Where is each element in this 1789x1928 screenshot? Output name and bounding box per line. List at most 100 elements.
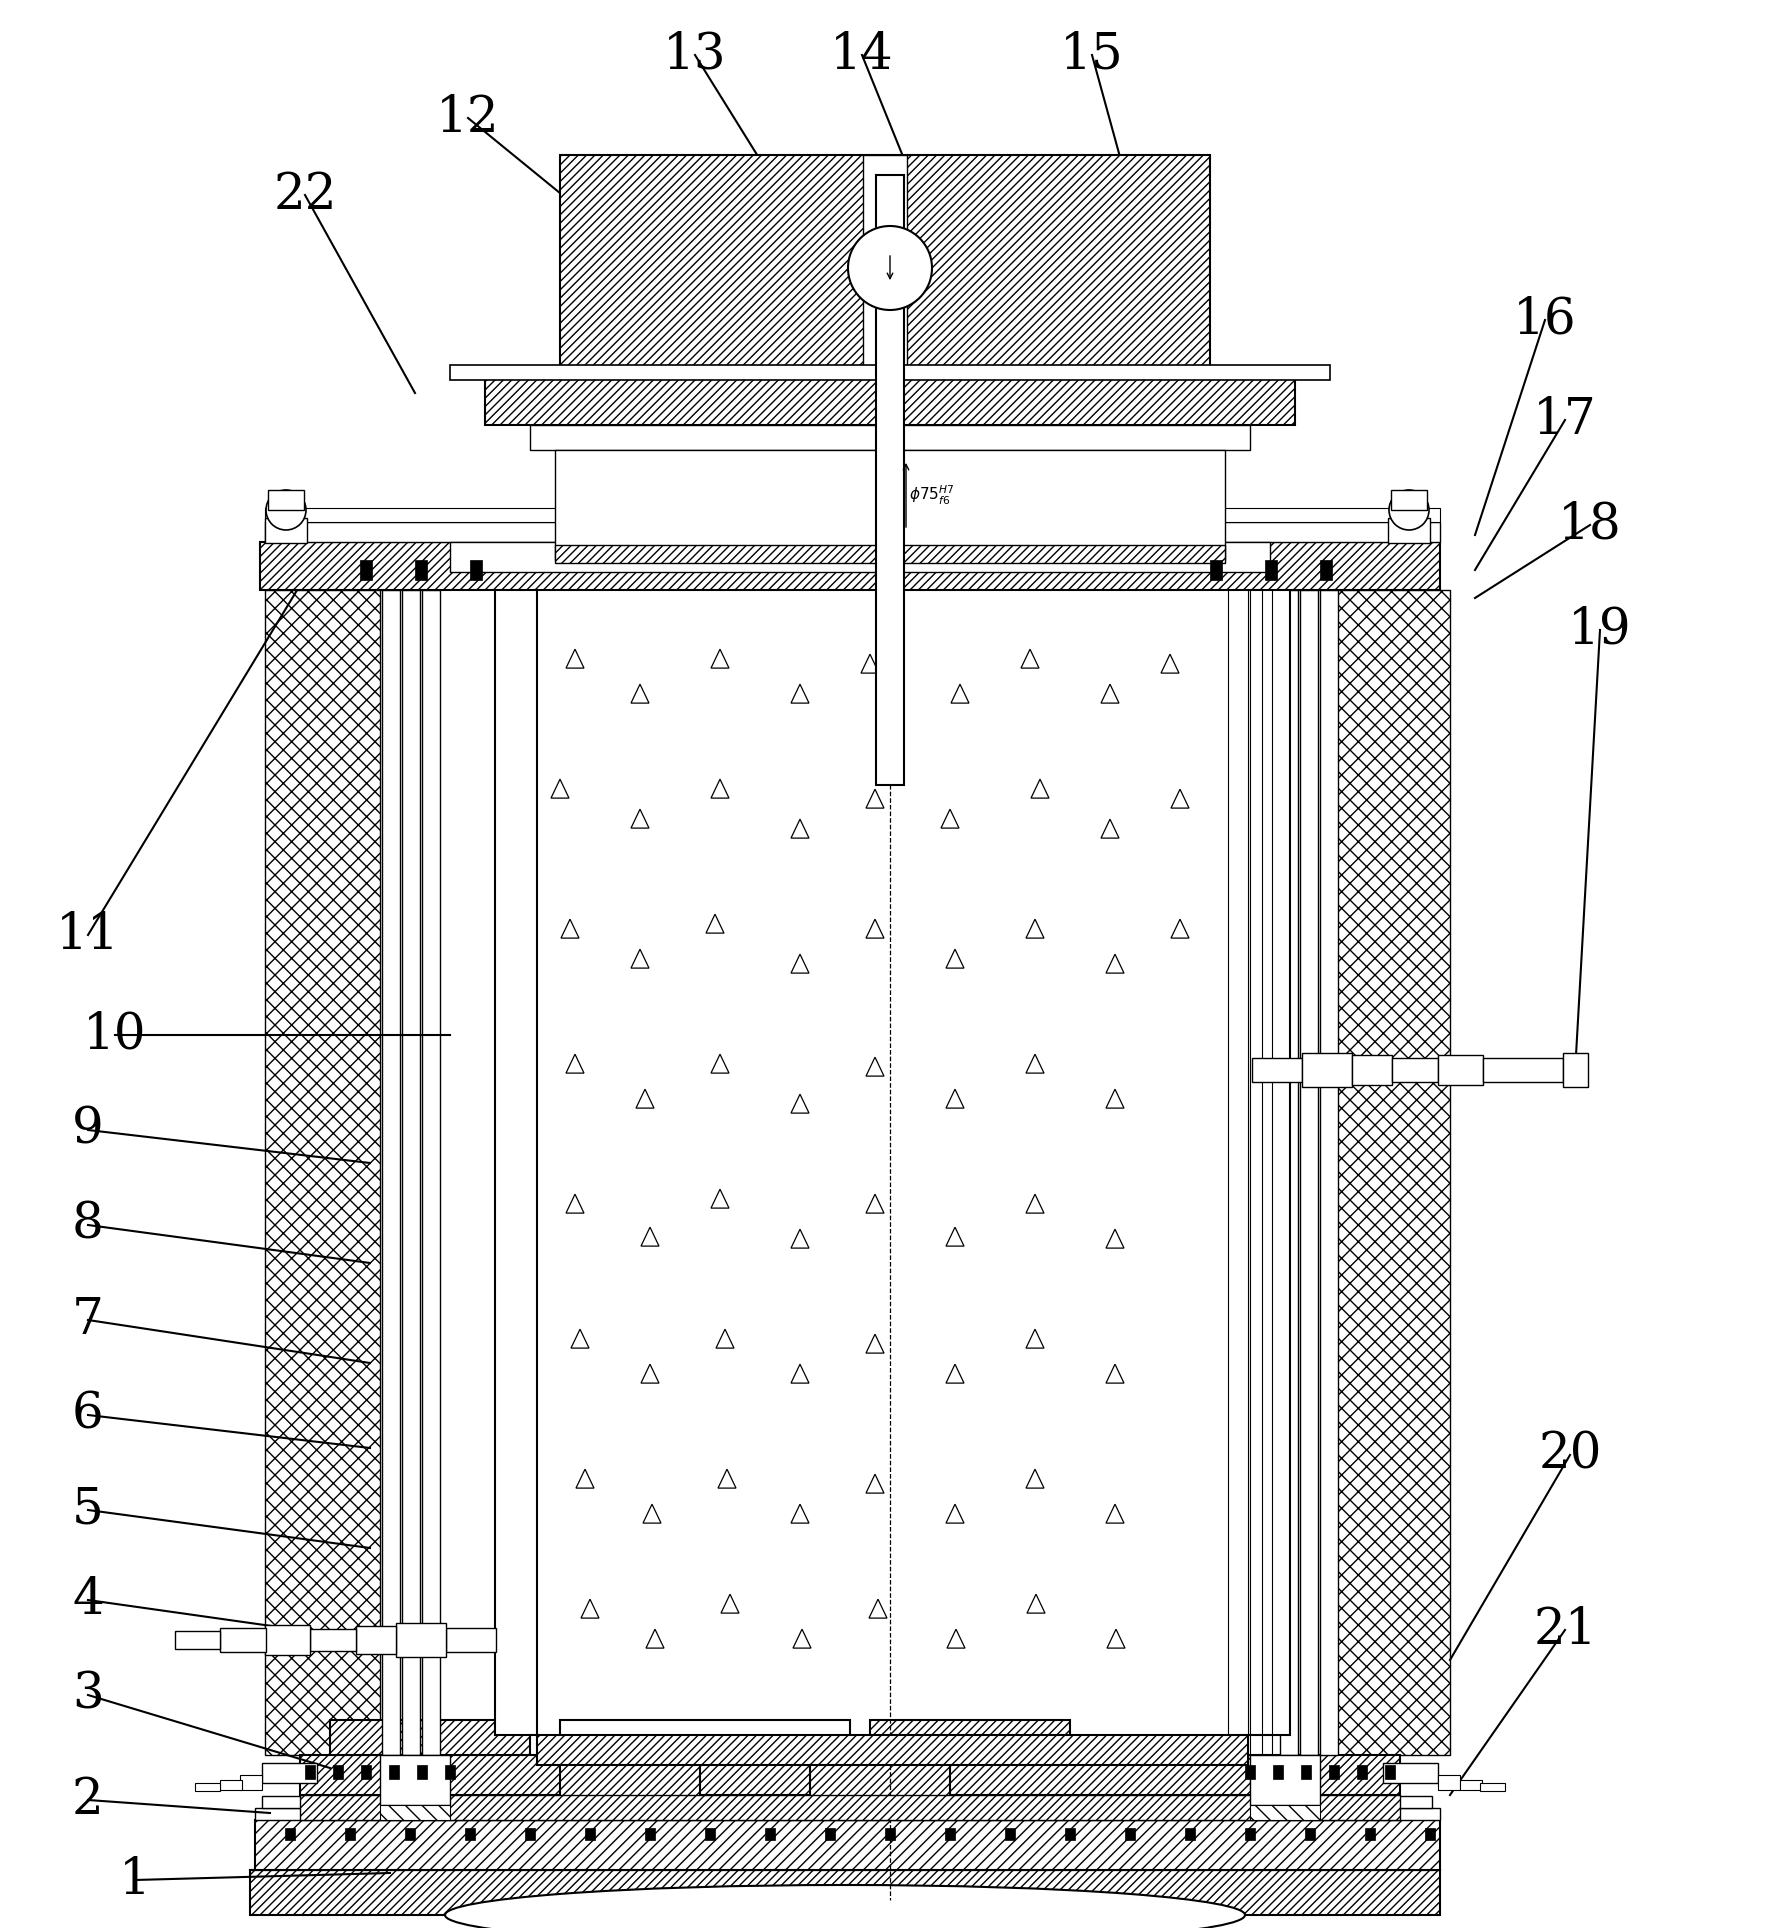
Bar — [265, 1625, 309, 1654]
Bar — [869, 1720, 1070, 1754]
Bar — [1365, 1828, 1374, 1839]
Bar — [537, 1735, 1247, 1764]
Bar — [1227, 559, 1247, 1735]
Bar — [1390, 490, 1426, 511]
Bar — [485, 376, 1293, 424]
Bar — [265, 590, 379, 1754]
Bar — [585, 1828, 594, 1839]
Bar — [555, 449, 1224, 559]
Text: 9: 9 — [72, 1105, 104, 1155]
Bar — [1249, 1805, 1318, 1820]
Bar — [220, 1627, 267, 1652]
Bar — [379, 1805, 449, 1820]
Bar — [422, 590, 440, 1754]
Text: 4: 4 — [72, 1575, 104, 1625]
Bar — [1279, 590, 1297, 1754]
Bar — [240, 1776, 261, 1789]
Bar — [1437, 1776, 1460, 1789]
Bar — [261, 1762, 317, 1783]
Bar — [810, 1754, 950, 1801]
Text: 10: 10 — [82, 1010, 147, 1060]
Bar — [705, 1828, 714, 1839]
Bar — [1272, 1764, 1283, 1780]
Bar — [304, 1764, 315, 1780]
Bar — [1184, 1828, 1195, 1839]
Bar — [496, 559, 537, 1735]
Bar — [333, 1764, 343, 1780]
Bar — [530, 424, 1249, 449]
Bar — [1356, 1764, 1367, 1780]
Bar — [361, 1764, 370, 1780]
Bar — [465, 1828, 474, 1839]
Text: 1: 1 — [120, 1855, 150, 1905]
Bar — [261, 1797, 1431, 1808]
Bar — [220, 1780, 242, 1789]
Text: 15: 15 — [1059, 31, 1123, 79]
Bar — [1304, 1828, 1315, 1839]
Text: 2: 2 — [72, 1776, 104, 1824]
Bar — [417, 1764, 428, 1780]
Bar — [1245, 1828, 1254, 1839]
Bar — [560, 1720, 850, 1754]
Bar — [1437, 1055, 1481, 1085]
Bar — [471, 559, 481, 580]
Bar — [825, 1828, 834, 1839]
Bar — [875, 175, 903, 785]
Text: 20: 20 — [1537, 1431, 1601, 1479]
Text: 21: 21 — [1533, 1606, 1596, 1654]
Bar — [1265, 559, 1276, 580]
Bar — [1123, 1828, 1134, 1839]
Bar — [265, 507, 1438, 522]
Bar — [301, 1754, 1399, 1795]
Bar — [268, 490, 304, 511]
Bar — [388, 1764, 399, 1780]
Bar — [379, 1754, 449, 1805]
Bar — [560, 154, 1209, 376]
Bar — [555, 546, 1224, 563]
Bar — [1064, 1828, 1075, 1839]
Bar — [301, 1795, 1399, 1820]
Bar — [1351, 1055, 1392, 1085]
Bar — [1301, 1053, 1351, 1087]
Text: $\phi75_{f6}^{H7}$: $\phi75_{f6}^{H7}$ — [909, 484, 954, 507]
Bar — [309, 1629, 356, 1650]
Bar — [945, 1828, 955, 1839]
Bar — [1335, 590, 1449, 1754]
Bar — [1385, 1764, 1394, 1780]
Bar — [449, 542, 1268, 573]
Bar — [1318, 590, 1336, 1754]
Bar — [195, 1783, 220, 1791]
Bar — [1318, 559, 1331, 580]
Text: 14: 14 — [830, 31, 893, 79]
Bar — [1249, 1754, 1318, 1805]
Bar — [254, 1820, 1438, 1870]
Bar — [560, 1754, 699, 1801]
Text: 5: 5 — [72, 1485, 104, 1535]
Bar — [445, 1627, 496, 1652]
Bar — [1386, 519, 1429, 544]
Bar — [265, 522, 1438, 542]
Text: 7: 7 — [72, 1296, 104, 1344]
Bar — [644, 1828, 655, 1839]
Text: 8: 8 — [72, 1201, 104, 1249]
Bar — [381, 590, 399, 1754]
Bar — [1327, 1764, 1338, 1780]
Bar — [524, 1828, 535, 1839]
Text: 19: 19 — [1567, 605, 1632, 656]
Text: 22: 22 — [274, 170, 336, 220]
Circle shape — [267, 490, 306, 530]
Bar — [449, 364, 1329, 380]
Text: 17: 17 — [1531, 395, 1596, 445]
Bar — [1383, 1762, 1437, 1783]
Text: 12: 12 — [437, 93, 499, 143]
Bar — [415, 559, 428, 580]
Bar — [1301, 1764, 1310, 1780]
Bar — [404, 1828, 415, 1839]
Bar — [445, 1764, 454, 1780]
Ellipse shape — [445, 1886, 1245, 1928]
Bar — [1480, 1783, 1505, 1791]
Bar — [1481, 1058, 1562, 1082]
Text: 16: 16 — [1512, 295, 1576, 345]
Bar — [1251, 1058, 1301, 1082]
Bar — [862, 154, 907, 376]
